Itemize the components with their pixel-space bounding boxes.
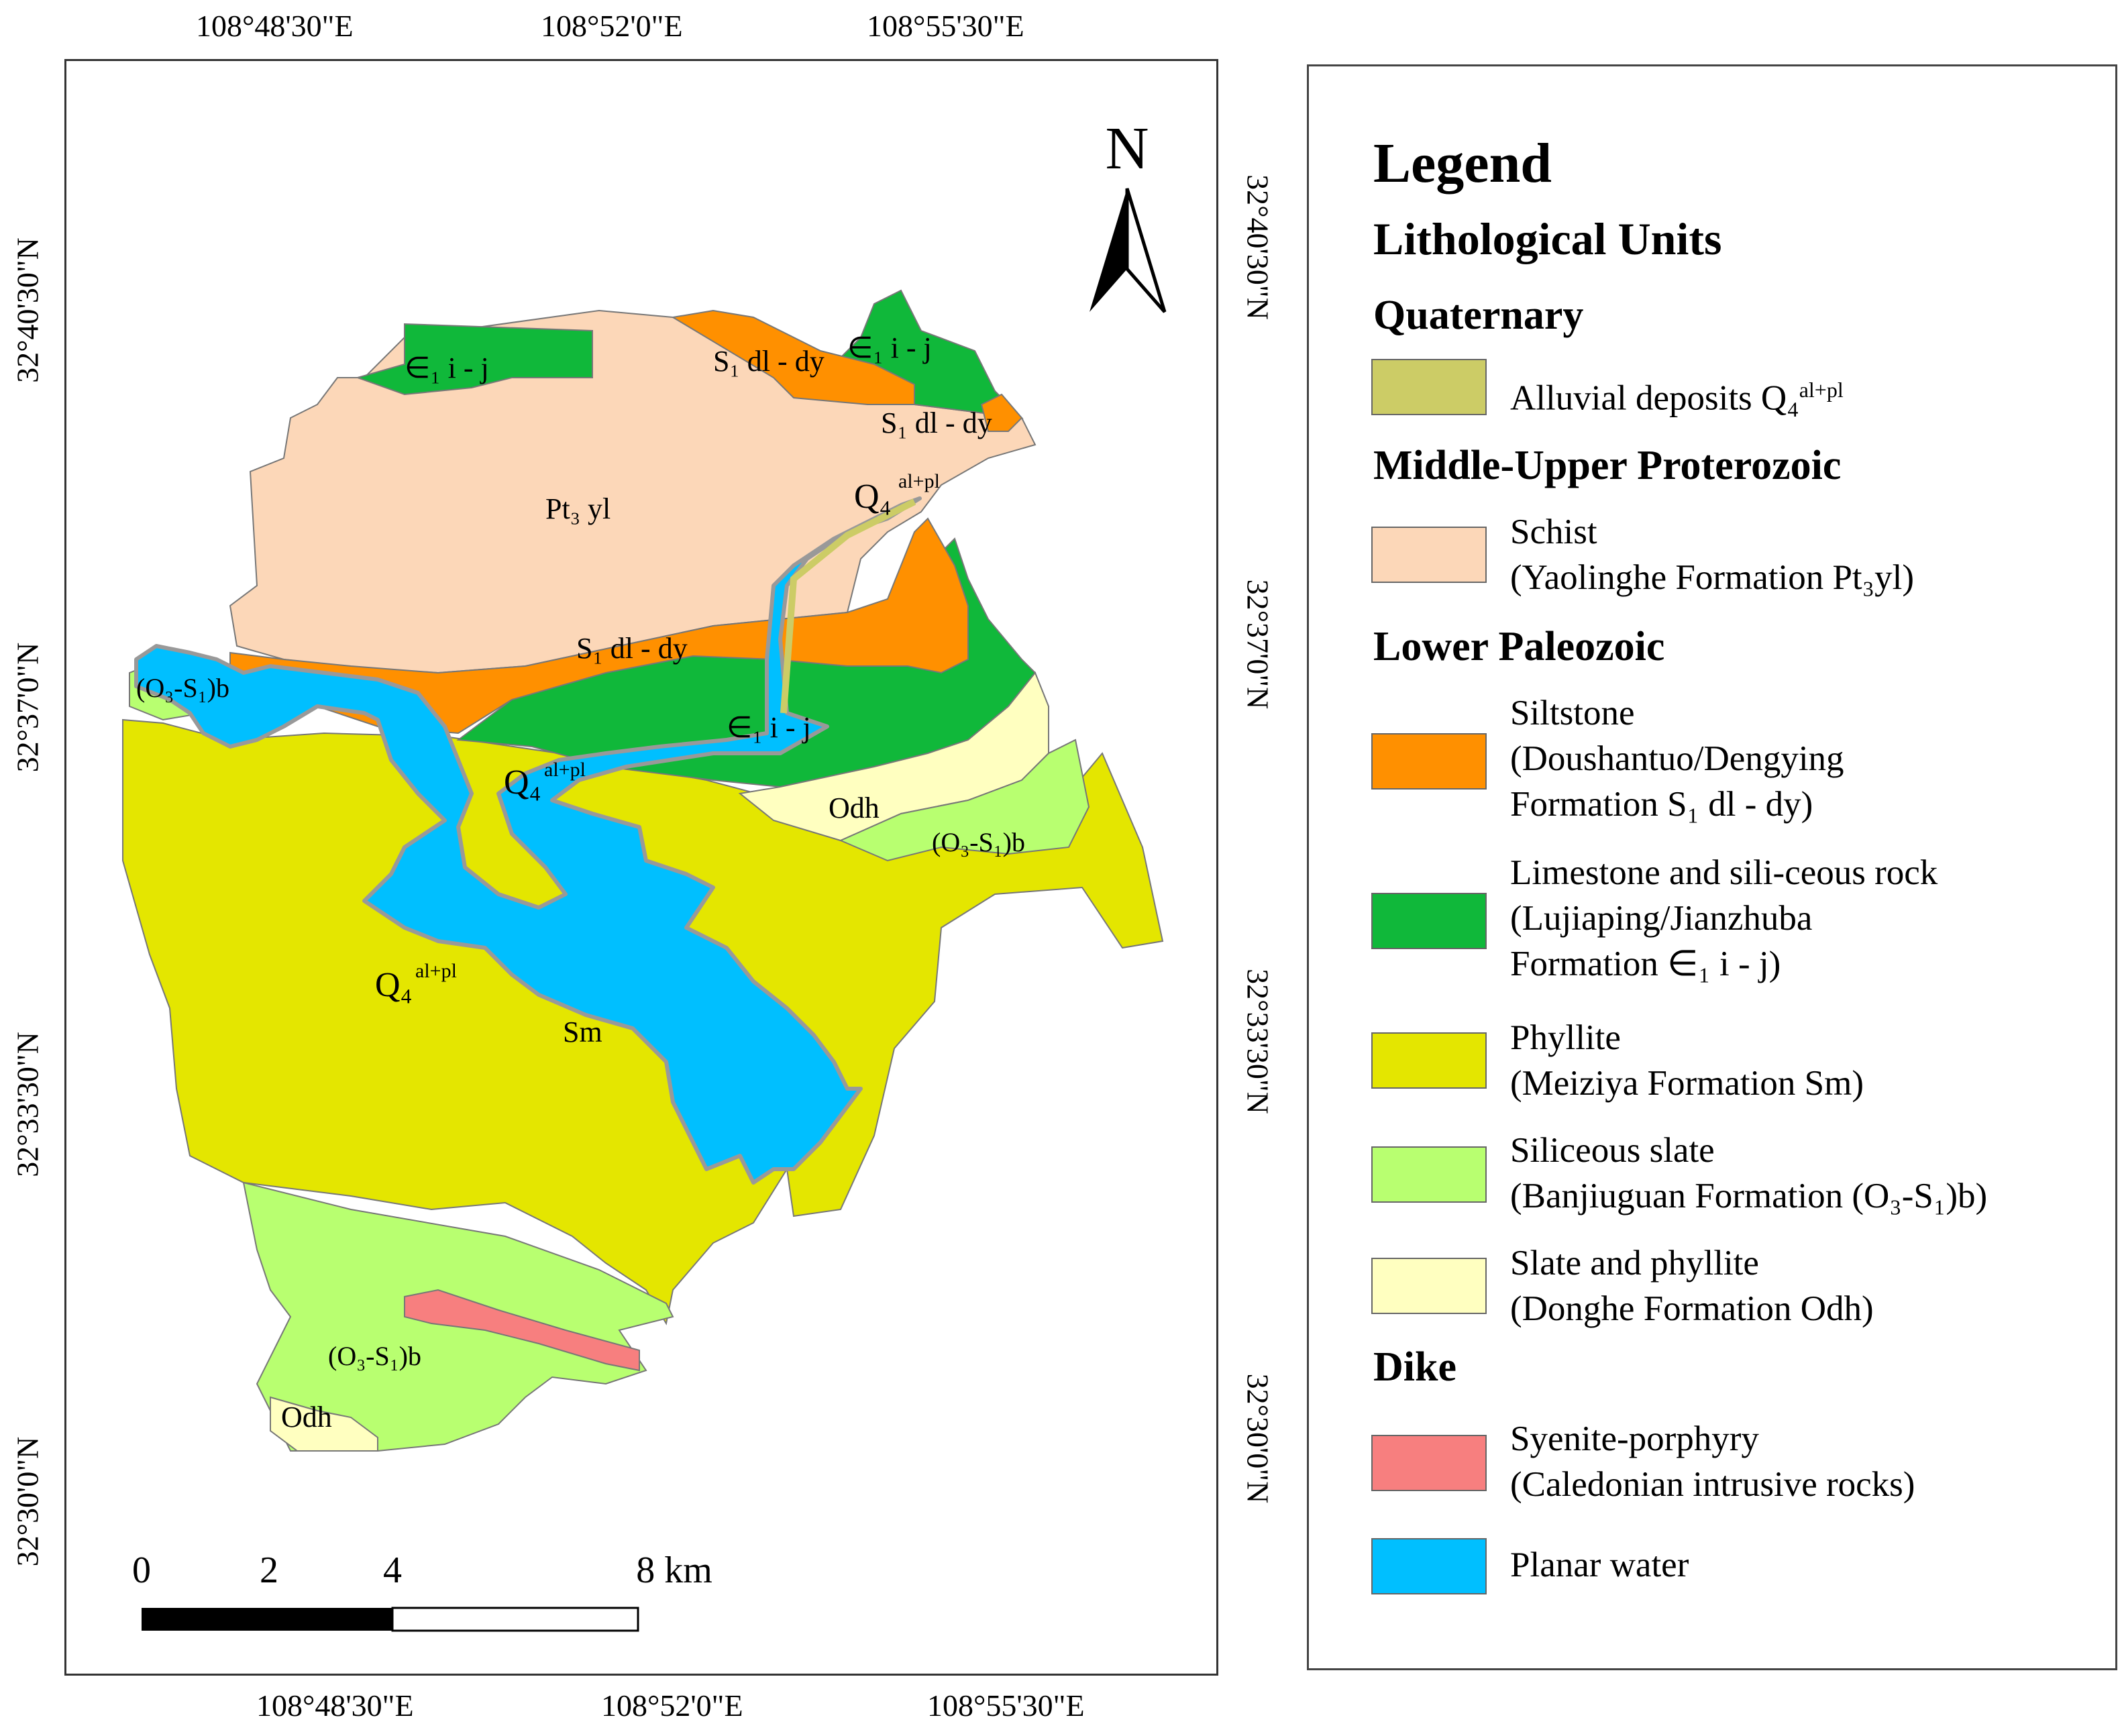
left-tick-2: 32°37'0"N — [10, 642, 45, 773]
unit-syenite-dike — [404, 1289, 640, 1372]
swatch-planar-water — [1371, 1538, 1487, 1594]
legend-subtitle: Lithological Units — [1373, 213, 1722, 264]
label-e1ij-nw: ∈₁ i - j — [405, 351, 489, 384]
label-s1dldy-n: S₁ dl - dy — [713, 345, 825, 378]
label-q4-sw-sup: al+pl — [415, 960, 457, 982]
right-tick-2: 32°37'0"N — [1240, 579, 1275, 710]
swatch-phyllite — [1371, 1032, 1487, 1089]
map-units — [122, 289, 1164, 1452]
scale-label-8km: 8 km — [636, 1550, 712, 1591]
label-o3s1b-e: (O₃-S₁)b — [932, 827, 1025, 857]
right-tick-3: 32°33'30"N — [1240, 969, 1275, 1114]
bottom-tick-3: 108°55'30"E — [927, 1688, 1085, 1723]
right-tick-4: 32°30'0"N — [1240, 1373, 1275, 1504]
label-odh-mid: Odh — [829, 792, 880, 824]
legend-item-schist: Schist (Yaolinghe Formation Pt₃yl) — [1510, 512, 1914, 597]
section-quaternary: Quaternary — [1373, 292, 1584, 338]
unit-labels: ∈₁ i - j S₁ dl - dy ∈₁ i - j S₁ dl - dy … — [136, 331, 1025, 1433]
section-paleozoic: Lower Paleozoic — [1373, 624, 1665, 669]
legend-item-slate-phyllite: Slate and phyllite (Donghe Formation Odh) — [1510, 1244, 1874, 1328]
left-tick-3: 32°33'30"N — [10, 1032, 45, 1177]
unit-limestone-nw — [355, 323, 593, 396]
section-proterozoic: Middle-Upper Proterozoic — [1373, 443, 1842, 488]
label-sm: Sm — [563, 1016, 602, 1048]
top-tick-3: 108°55'30"E — [867, 9, 1024, 43]
unit-siliceous-slate-e — [839, 739, 1090, 862]
label-o3s1b-w: (O₃-S₁)b — [136, 673, 229, 703]
right-tick-1: 32°40'30"N — [1240, 174, 1275, 320]
bottom-tick-1: 108°48'30"E — [256, 1688, 414, 1723]
swatch-schist — [1371, 527, 1487, 583]
legend-title: Legend — [1373, 132, 1552, 195]
scale-bar: 0 2 4 8 km — [132, 1550, 712, 1632]
legend-item-siliceous-slate: Siliceous slate (Banjiuguan Formation (O₃… — [1510, 1131, 1988, 1215]
legend-panel: Legend Lithological Units Quaternary All… — [1307, 64, 2117, 1670]
swatch-syenite — [1371, 1435, 1487, 1491]
top-tick-2: 108°52'0"E — [541, 9, 683, 43]
legend-item-alluvial: Alluvial deposits Q₄al+pl — [1510, 378, 1844, 418]
legend-item-planar-water: Planar water — [1510, 1545, 1689, 1584]
unit-siltstone-n — [671, 309, 915, 405]
label-q4-ne-sup: al+pl — [898, 470, 940, 492]
label-odh-s: Odh — [281, 1401, 332, 1433]
unit-slate-phyllite-s — [270, 1396, 378, 1452]
label-e1ij-mid: ∈₁ i - j — [727, 711, 811, 744]
scale-label-2: 2 — [260, 1550, 278, 1591]
label-q4-mid-sup: al+pl — [544, 759, 586, 781]
top-tick-1: 108°48'30"E — [196, 9, 354, 43]
label-o3s1b-s: (O₃-S₁)b — [328, 1341, 421, 1371]
section-dike: Dike — [1373, 1344, 1456, 1390]
label-s1dldy-ne: S₁ dl - dy — [881, 406, 992, 439]
unit-siltstone-ne — [980, 393, 1023, 432]
north-label: N — [1106, 115, 1149, 182]
geology-map: N — [122, 115, 1167, 1632]
legend-item-syenite: Syenite-porphyry (Caledonian intrusive ro… — [1510, 1419, 1915, 1504]
legend-item-siltstone: Siltstone (Doushantuo/Dengying Formation … — [1510, 694, 1844, 824]
legend-item-limestone: Limestone and sili-ceous rock (Lujiaping/… — [1510, 853, 1938, 983]
label-q4-mid: Q₄ — [504, 763, 541, 802]
label-q4-sw: Q₄ — [375, 966, 413, 1004]
swatch-siltstone — [1371, 733, 1487, 790]
north-arrow-icon: N — [1090, 115, 1167, 313]
label-s1dldy-mid: S₁ dl - dy — [576, 632, 688, 665]
unit-planar-water — [134, 496, 922, 1185]
unit-alluvial-strip — [780, 498, 916, 714]
scale-label-4: 4 — [383, 1550, 402, 1591]
label-q4-ne: Q₄ — [854, 478, 892, 516]
label-e1ij-ne: ∈₁ i - j — [847, 331, 932, 364]
swatch-alluvial — [1371, 359, 1487, 415]
swatch-limestone — [1371, 893, 1487, 949]
left-tick-4: 32°30'0"N — [10, 1436, 45, 1567]
legend-item-phyllite: Phyllite (Meiziya Formation Sm) — [1510, 1018, 1864, 1103]
map-frame: N — [64, 59, 1218, 1676]
left-tick-1: 32°40'30"N — [10, 237, 45, 383]
bottom-tick-2: 108°52'0"E — [601, 1688, 743, 1723]
swatch-siliceous-slate — [1371, 1146, 1487, 1203]
label-pt3yl: Pt₃ yl — [545, 492, 611, 525]
scale-label-0: 0 — [132, 1550, 151, 1591]
swatch-slate-phyllite — [1371, 1258, 1487, 1314]
